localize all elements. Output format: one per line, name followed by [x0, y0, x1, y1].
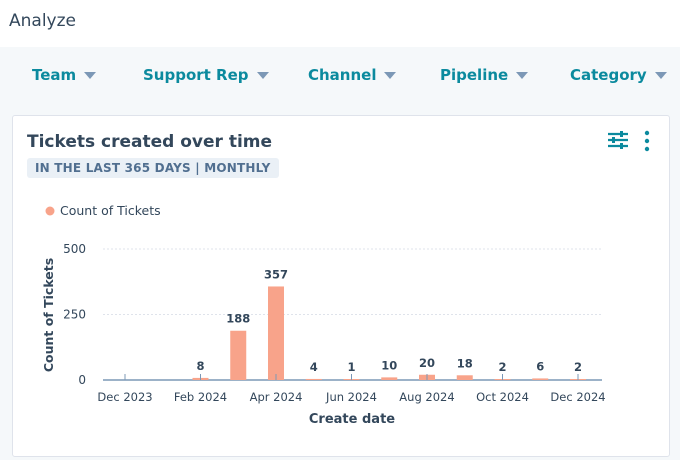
data-label: 20 [419, 356, 435, 370]
caret-down-icon [256, 71, 269, 79]
date-range-badge: IN THE LAST 365 DAYS | MONTHLY [27, 158, 279, 178]
caret-down-icon [84, 71, 97, 79]
y-tick-label: 0 [78, 373, 86, 387]
data-label: 18 [457, 356, 473, 370]
bar [381, 377, 398, 380]
data-label: 357 [264, 267, 288, 281]
data-label: 1 [347, 360, 355, 374]
data-label: 10 [381, 358, 397, 372]
filter-pipeline[interactable]: Pipeline [440, 66, 529, 84]
bar [456, 375, 473, 380]
y-tick-label: 500 [63, 242, 86, 256]
x-axis-title: Create date [309, 412, 395, 427]
x-tick-label: Feb 2024 [174, 390, 227, 404]
data-label: 4 [310, 360, 318, 374]
more-vertical-icon[interactable] [642, 130, 652, 156]
page-title: Analyze [9, 11, 76, 31]
legend-swatch [45, 206, 55, 216]
data-label: 6 [536, 359, 544, 373]
y-axis-title: Count of Tickets [41, 258, 56, 372]
x-tick-label: Aug 2024 [399, 390, 454, 404]
filter-label: Team [32, 66, 77, 84]
filter-label: Category [570, 66, 647, 84]
filter-label: Channel [308, 66, 377, 84]
filter-category[interactable]: Category [570, 66, 667, 84]
data-label: 188 [226, 312, 250, 326]
x-tick-label: Dec 2024 [550, 390, 605, 404]
filter-label: Support Rep [143, 66, 249, 84]
caret-down-icon [654, 71, 667, 79]
bar [532, 378, 549, 380]
bar [268, 286, 284, 380]
x-tick-label: Oct 2024 [476, 390, 529, 404]
x-tick-label: Dec 2023 [97, 390, 152, 404]
filter-sliders-icon[interactable] [607, 130, 629, 154]
data-label: 2 [498, 360, 506, 374]
card-title: Tickets created over time [27, 132, 273, 152]
filter-label: Pipeline [440, 66, 509, 84]
top-bar: Analyze [0, 0, 680, 47]
bar [230, 330, 247, 380]
legend-label: Count of Tickets [60, 203, 161, 218]
data-label: 2 [574, 360, 582, 374]
y-tick-label: 250 [63, 308, 86, 322]
filter-channel[interactable]: Channel [308, 66, 397, 84]
bar [305, 378, 322, 380]
report-card: Tickets created over time IN THE LAST 36… [12, 115, 670, 457]
legend: Count of Tickets [45, 203, 161, 218]
filter-bar: Team Support Rep Channel Pipeline Catego… [0, 66, 680, 88]
x-tick-label: Apr 2024 [250, 390, 303, 404]
caret-down-icon [384, 71, 397, 79]
caret-down-icon [516, 71, 529, 79]
filter-team[interactable]: Team [32, 66, 97, 84]
data-label: 8 [196, 359, 204, 373]
filter-support-rep[interactable]: Support Rep [143, 66, 269, 84]
x-tick-label: Jun 2024 [325, 390, 377, 404]
